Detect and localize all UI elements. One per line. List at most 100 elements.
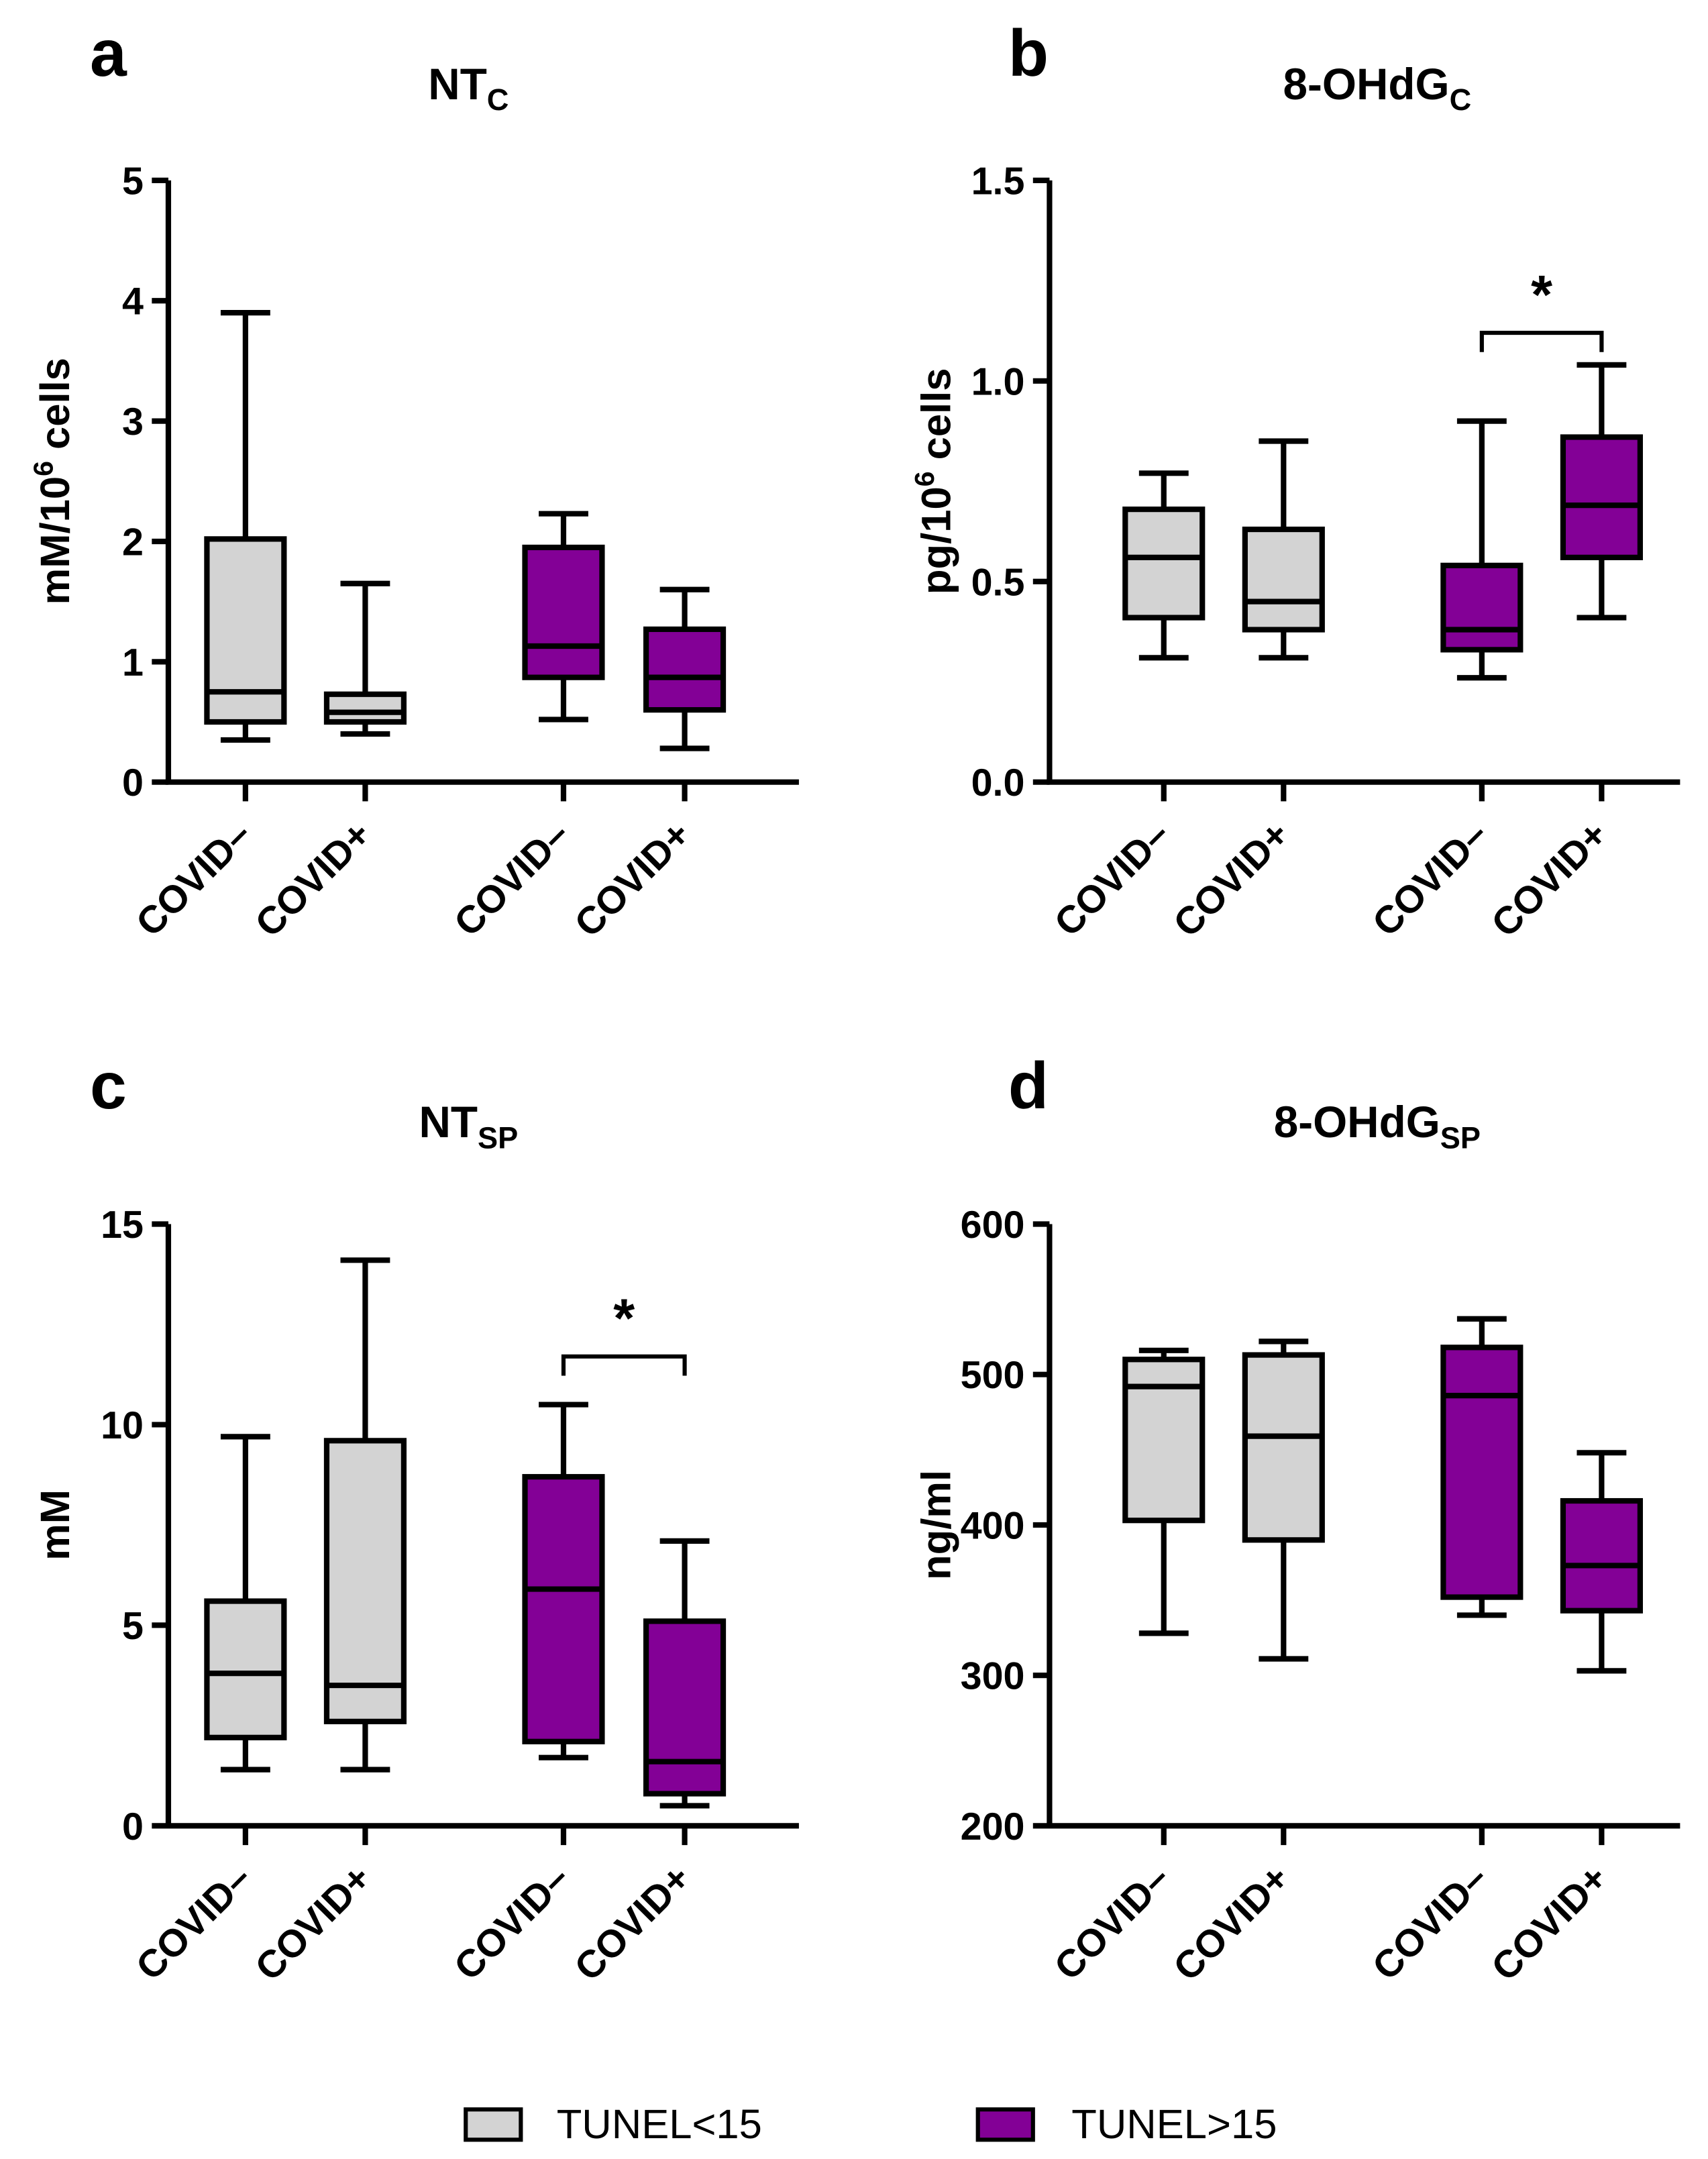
legend-label-tunel-lt15: TUNEL<15 (557, 2101, 762, 2148)
y-tick-label: 1 (122, 641, 144, 684)
panel-title: 8-OHdGC (1283, 60, 1472, 117)
iqr-box (1242, 526, 1325, 633)
box-tunel-lt15-covid-neg (1122, 470, 1206, 661)
box-tunel-lt15-covid-pos (1242, 438, 1325, 661)
iqr-box (1560, 1497, 1643, 1614)
legend-swatch-tunel-lt15 (464, 2107, 523, 2142)
y-tick-label: 0 (122, 761, 144, 804)
y-tick-label: 3 (122, 401, 144, 443)
box-tunel-gt15-covid-pos (1560, 1450, 1643, 1674)
y-axis-label: ng/ml (914, 1470, 960, 1580)
x-tick-label: COVID– (1047, 1856, 1179, 1989)
y-axis-label-main: mM (32, 1489, 78, 1561)
x-tick-label: COVID+ (1165, 1856, 1298, 1989)
box-tunel-gt15-covid-neg (522, 1402, 605, 1760)
panel-letter: a (90, 16, 127, 90)
box-tunel-lt15-covid-neg (204, 310, 287, 743)
y-axis-label-tail: cells (32, 358, 78, 461)
panel-title-subscript: SP (478, 1121, 518, 1155)
y-tick-label: 1.0 (971, 360, 1025, 403)
y-tick-label: 0.5 (971, 561, 1025, 604)
iqr-box (1122, 507, 1206, 621)
y-tick-label: 0 (122, 1805, 144, 1848)
panel-title-main: 8-OHdG (1274, 1098, 1440, 1147)
y-axis-label: pg/106 cells (909, 368, 960, 594)
x-tick-label: COVID– (128, 813, 260, 945)
y-axis-label: mM/106 cells (28, 358, 79, 604)
box-tunel-gt15-covid-neg (1440, 1316, 1524, 1618)
y-axis-label-superscript: 6 (909, 471, 940, 486)
y-tick-label: 15 (101, 1204, 144, 1247)
iqr-box (1440, 562, 1524, 653)
iqr-box (1440, 1345, 1524, 1600)
box-tunel-gt15-covid-pos (643, 586, 727, 751)
iqr-box (1242, 1352, 1325, 1543)
x-tick-label: COVID– (1365, 813, 1497, 945)
x-tick-label: COVID+ (1483, 1856, 1616, 1989)
box-tunel-gt15-covid-neg (522, 511, 605, 723)
y-tick-label: 200 (961, 1805, 1025, 1848)
x-tick-label: COVID+ (566, 813, 699, 946)
y-tick-label: 0.0 (971, 761, 1025, 804)
y-tick-label: 10 (101, 1404, 144, 1447)
legend-label-tunel-gt15: TUNEL>15 (1071, 2101, 1277, 2148)
panel-title-main: NT (428, 60, 487, 109)
y-axis-label-main: mM/10 (32, 476, 78, 605)
iqr-box (1122, 1357, 1206, 1524)
y-tick-label: 2 (122, 521, 144, 564)
significance-star: * (613, 1288, 635, 1349)
significance-bracket (561, 1354, 687, 1376)
iqr-box (204, 1598, 287, 1740)
panel-d: d 8-OHdGSPng/ml200300400500600COVID–COVID… (914, 1049, 1680, 1989)
box-tunel-lt15-covid-pos (323, 580, 407, 737)
box-tunel-lt15-covid-neg (204, 1434, 287, 1773)
legend-swatch-tunel-gt15 (975, 2107, 1035, 2142)
iqr-box (643, 1618, 727, 1797)
y-tick-label: 4 (122, 280, 144, 323)
x-tick-label: COVID+ (247, 813, 380, 946)
y-axis-label-main: ng/ml (914, 1470, 960, 1580)
y-axis-label-main: pg/10 (914, 486, 960, 594)
x-tick-label: COVID– (446, 1856, 578, 1989)
iqr-box (1560, 434, 1643, 560)
y-tick-label: 500 (961, 1354, 1025, 1397)
iqr-box (522, 544, 605, 680)
iqr-box (522, 1474, 605, 1744)
panel-title: NTSP (419, 1098, 518, 1155)
box-tunel-gt15-covid-pos (643, 1538, 727, 1809)
significance-bracket (1479, 330, 1604, 352)
x-tick-label: COVID+ (247, 1856, 380, 1989)
legend: TUNEL<15 TUNEL>15 (464, 2101, 1277, 2148)
iqr-box (323, 691, 407, 725)
panel-title: NTC (428, 60, 509, 117)
panel-title-main: NT (419, 1098, 478, 1147)
box-tunel-lt15-covid-pos (323, 1257, 407, 1773)
box-tunel-lt15-covid-neg (1122, 1347, 1206, 1636)
panel-title: 8-OHdGSP (1274, 1098, 1481, 1155)
y-tick-label: 5 (122, 1605, 144, 1648)
x-tick-label: COVID+ (1483, 813, 1616, 946)
y-tick-label: 600 (961, 1204, 1025, 1247)
panel-title-subscript: C (487, 83, 509, 117)
panel-letter: c (90, 1049, 127, 1122)
box-tunel-gt15-covid-pos (1560, 362, 1643, 621)
y-axis-label-superscript: 6 (28, 461, 59, 476)
iqr-box (643, 626, 727, 713)
y-tick-label: 400 (961, 1504, 1025, 1547)
x-tick-label: COVID+ (1165, 813, 1298, 946)
y-axis-label: mM (32, 1489, 78, 1561)
y-axis-label-tail: cells (914, 368, 960, 471)
iqr-box (323, 1438, 407, 1724)
box-tunel-lt15-covid-pos (1242, 1338, 1325, 1662)
y-tick-label: 300 (961, 1655, 1025, 1698)
x-tick-label: COVID– (128, 1856, 260, 1989)
y-tick-label: 1.5 (971, 160, 1025, 203)
y-tick-label: 5 (122, 160, 144, 203)
x-tick-label: COVID– (1047, 813, 1179, 945)
x-tick-label: COVID+ (566, 1856, 699, 1989)
